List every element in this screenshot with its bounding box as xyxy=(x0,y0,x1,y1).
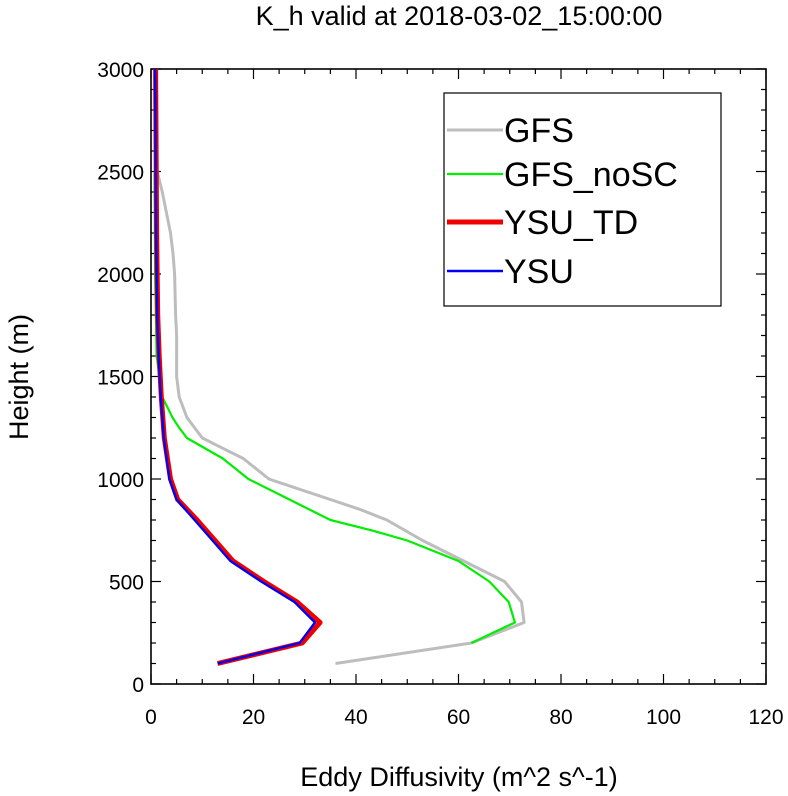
x-tick-label: 60 xyxy=(447,706,470,729)
y-tick-label: 3000 xyxy=(97,59,144,82)
legend-item-ysu-td-label: YSU_TD xyxy=(504,204,638,242)
y-tick-label: 500 xyxy=(109,572,144,595)
y-tick-label: 0 xyxy=(132,674,144,697)
x-tick-label: 20 xyxy=(242,706,265,729)
chart-title: K_h valid at 2018-03-02_15:00:00 xyxy=(256,1,663,31)
x-tick-label: 0 xyxy=(145,706,157,729)
legend-item-gfs-nosc-label: GFS_noSC xyxy=(504,156,678,194)
x-tick-label: 100 xyxy=(646,706,681,729)
x-tick-label: 80 xyxy=(549,706,572,729)
x-tick-label: 120 xyxy=(748,706,783,729)
legend-item-gfs-label: GFS xyxy=(504,112,574,150)
ysu-series-line xyxy=(153,68,317,665)
legend: GFS GFS_noSC YSU_TD YSU xyxy=(443,92,722,307)
y-tick-label: 1500 xyxy=(97,367,144,390)
gfs-series-line xyxy=(155,171,526,665)
y-tick-label: 1000 xyxy=(97,469,144,492)
ysu-td-series-line xyxy=(153,68,323,666)
x-tick-label: 40 xyxy=(344,706,367,729)
y-axis-label: Height (m) xyxy=(4,314,34,440)
legend-item-ysu-label: YSU xyxy=(504,253,574,291)
plot-layer: 0 20 40 60 80 100 120 0 500 1000 1500 2000 2500 3000 G… xyxy=(97,59,783,729)
y-tick-label: 2500 xyxy=(97,162,144,185)
legend-box xyxy=(443,92,722,307)
x-axis-label: Eddy Diffusivity (m^2 s^-1) xyxy=(300,762,617,792)
y-tick-label: 2000 xyxy=(97,264,144,287)
